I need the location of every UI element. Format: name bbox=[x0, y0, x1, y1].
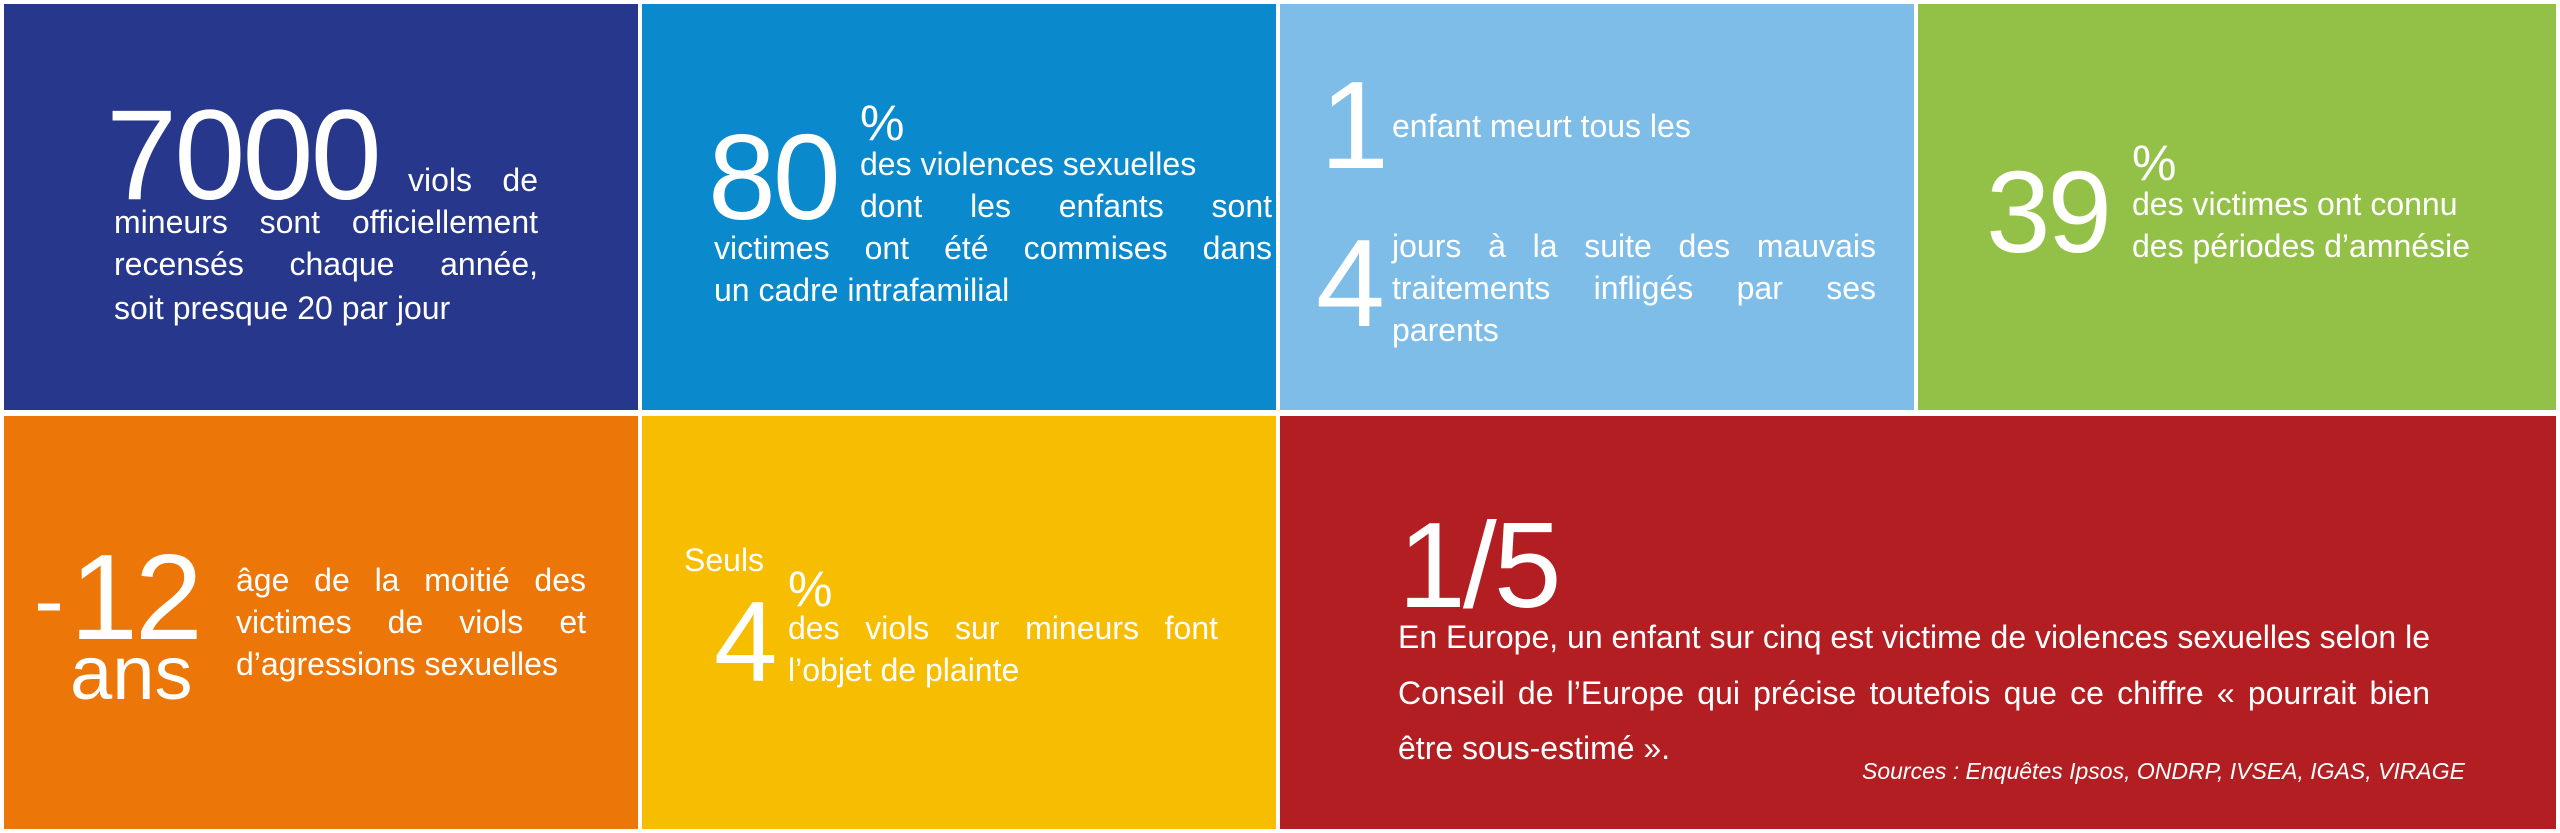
stat-number: 4 bbox=[1316, 215, 1385, 353]
stat-number: 7000 bbox=[106, 84, 382, 227]
stat-tile-7000-rapes: 7000 viols de mineurs sont officiellemen… bbox=[4, 4, 638, 410]
stat-text-line: un cadre intrafamilial bbox=[714, 272, 1010, 308]
stat-text-line: victimes de viols et bbox=[236, 604, 586, 640]
stat-text-line: mineurs sont officiellement bbox=[114, 204, 538, 240]
stat-number: 39 bbox=[1986, 147, 2112, 277]
stat-tile-under-12: - 12 ans âge de la moitié des victimes d… bbox=[4, 416, 638, 829]
stat-number: 1/5 bbox=[1398, 497, 1562, 633]
stat-text-line: âge de la moitié des bbox=[236, 562, 586, 598]
stat-text-line: parents bbox=[1392, 312, 1499, 348]
stat-pre-label: Seuls bbox=[684, 542, 765, 578]
stat-prefix: - bbox=[34, 551, 64, 651]
stat-tile-80-percent: 80 % des violences sexuelles dont les en… bbox=[642, 4, 1276, 410]
stat-text-line: d’agressions sexuelles bbox=[236, 646, 558, 682]
stat-text-line: des victimes ont connu bbox=[2132, 186, 2458, 222]
stat-tile-one-in-five: 1/5 En Europe, un enfant sur cinq est vi… bbox=[1280, 416, 2556, 829]
percent-sign: % bbox=[860, 95, 905, 151]
percent-sign: % bbox=[2132, 135, 2177, 191]
stat-text-line: traitements infligés par ses bbox=[1392, 270, 1876, 306]
stat-text-line: soit presque 20 par jour bbox=[114, 290, 451, 326]
stat-text-line: victimes ont été commises dans bbox=[714, 230, 1272, 266]
stat-text-line: jours à la suite des mauvais bbox=[1392, 228, 1876, 264]
stat-text-line: viols de bbox=[408, 162, 538, 198]
stat-text-line: enfant meurt tous les bbox=[1392, 108, 1691, 144]
stat-text-line: recensés chaque année, bbox=[114, 246, 538, 282]
stat-number: 1 bbox=[1320, 57, 1389, 195]
stat-text-line: des viols sur mineurs font bbox=[788, 610, 1218, 646]
stat-text-line: dont les enfants sont bbox=[860, 188, 1272, 224]
sources-note: Sources : Enquêtes Ipsos, ONDRP, IVSEA, … bbox=[1862, 758, 2465, 784]
stat-tile-39-percent: 39 % des victimes ont connu des périodes… bbox=[1918, 4, 2556, 410]
stat-text-line: des violences sexuelles bbox=[860, 146, 1197, 182]
stat-tile-4-percent: Seuls 4 % des viols sur mineurs font l’o… bbox=[642, 416, 1276, 829]
stat-tile-child-death: 1 enfant meurt tous les 4 jours à la sui… bbox=[1280, 4, 1914, 410]
stat-text-line: l’objet de plainte bbox=[788, 652, 1020, 688]
percent-sign: % bbox=[788, 561, 833, 617]
stat-number: 80 bbox=[708, 109, 841, 245]
stat-text-line: des périodes d’amnésie bbox=[2132, 228, 2470, 264]
stat-unit: ans bbox=[70, 631, 193, 716]
stat-number: 12 bbox=[70, 529, 203, 665]
stat-body-text: En Europe, un enfant sur cinq est victim… bbox=[1398, 619, 2430, 767]
stat-number: 4 bbox=[714, 579, 777, 706]
